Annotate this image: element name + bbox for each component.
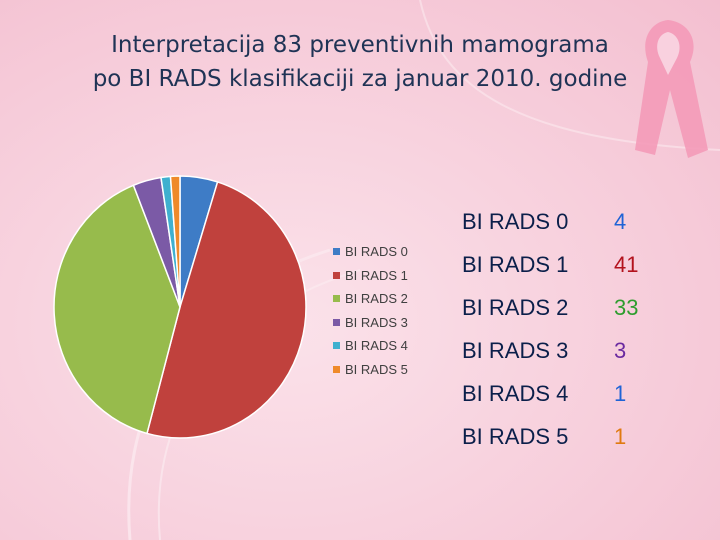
row-value: 33 xyxy=(614,294,639,320)
row-value: 3 xyxy=(614,337,627,363)
pie-slice-bi-rads-2 xyxy=(53,184,181,435)
table-row: BI RADS 3 3 xyxy=(462,329,638,372)
row-label: BI RADS 1 xyxy=(462,251,569,277)
title-line-2: po BI RADS klasifikaciji za januar 2010.… xyxy=(92,66,628,92)
legend-label: BI RADS 2 xyxy=(345,291,408,307)
page-title: Interpretacija 83 preventivnih mamograma… xyxy=(20,28,700,96)
row-label: BI RADS 3 xyxy=(462,337,569,363)
legend-item: BI RADS 5 xyxy=(333,358,408,382)
row-label: BI RADS 5 xyxy=(462,423,569,449)
title-line-1: Interpretacija 83 preventivnih mamograma xyxy=(111,32,609,58)
row-value: 1 xyxy=(614,423,627,449)
pie-slice-bi-rads-1 xyxy=(146,181,307,439)
legend-swatch xyxy=(333,342,340,350)
legend-label: BI RADS 0 xyxy=(345,244,408,260)
legend-item: BI RADS 2 xyxy=(333,287,408,311)
table-row: BI RADS 5 1 xyxy=(462,415,638,458)
chart-legend: BI RADS 0 BI RADS 1 BI RADS 2 BI RADS 3 BI R… xyxy=(333,240,408,381)
legend-item: BI RADS 4 xyxy=(333,334,408,358)
legend-label: BI RADS 3 xyxy=(345,314,408,330)
legend-label: BI RADS 1 xyxy=(345,267,408,283)
legend-label: BI RADS 5 xyxy=(345,361,408,377)
legend-item: BI RADS 0 xyxy=(333,240,408,264)
legend-swatch xyxy=(333,295,340,303)
table-row: BI RADS 1 41 xyxy=(462,243,638,286)
legend-item: BI RADS 3 xyxy=(333,311,408,335)
legend-label: BI RADS 4 xyxy=(345,338,408,354)
legend-item: BI RADS 1 xyxy=(333,264,408,288)
counts-table: BI RADS 0 4 BI RADS 1 41 BI RADS 2 33 BI RADS … xyxy=(462,200,638,458)
row-label: BI RADS 4 xyxy=(462,380,569,406)
row-label: BI RADS 2 xyxy=(462,294,569,320)
table-row: BI RADS 4 1 xyxy=(462,372,638,415)
legend-swatch xyxy=(333,365,340,373)
row-label: BI RADS 0 xyxy=(462,208,569,234)
legend-swatch xyxy=(333,248,340,256)
legend-swatch xyxy=(333,318,340,326)
pie-slice-bi-rads-5 xyxy=(169,175,181,308)
legend-swatch xyxy=(333,271,340,279)
row-value: 4 xyxy=(614,208,627,234)
row-value: 41 xyxy=(614,251,639,277)
table-row: BI RADS 0 4 xyxy=(462,200,638,243)
pink-ribbon-icon xyxy=(635,20,708,158)
row-value: 1 xyxy=(614,380,627,406)
table-row: BI RADS 2 33 xyxy=(462,286,638,329)
